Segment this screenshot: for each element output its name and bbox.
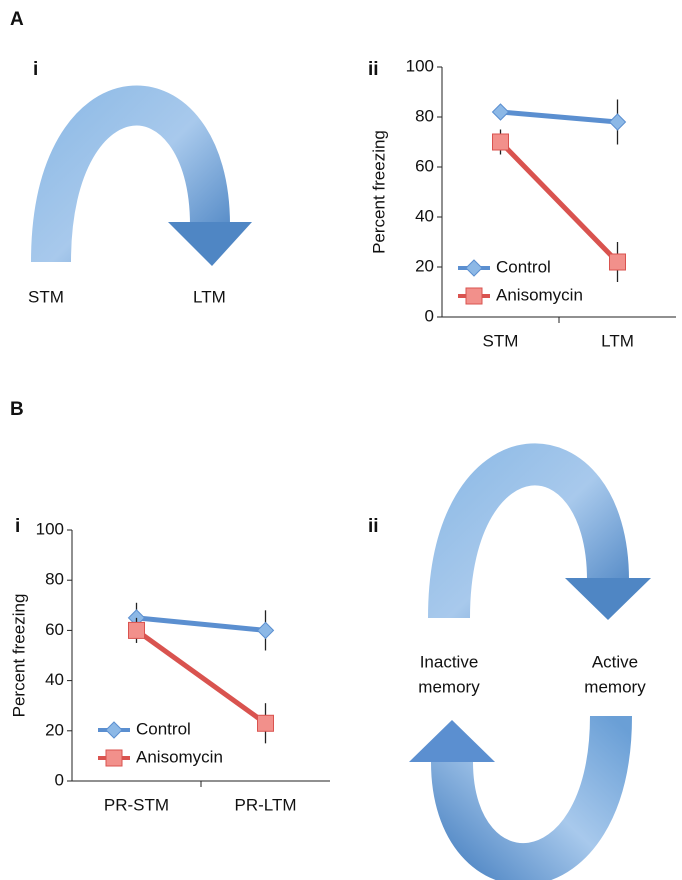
series-line <box>136 615 266 633</box>
series-line <box>498 140 620 264</box>
marker <box>608 113 627 131</box>
diagram-label: LTM <box>193 287 226 306</box>
diagram-label: Inactive <box>420 652 479 671</box>
arrow-body <box>431 715 632 880</box>
x-tick-label: PR-LTM <box>234 795 296 814</box>
diagram-label: Active <box>592 652 638 671</box>
legend-label: Anisomycin <box>136 747 223 766</box>
marker <box>257 714 274 732</box>
marker <box>256 621 275 640</box>
panel-label: B <box>10 399 24 420</box>
diagram-label: memory <box>418 677 480 696</box>
y-tick-label: 100 <box>36 519 64 538</box>
panel-label: i <box>33 59 38 80</box>
panel-label: ii <box>368 516 379 537</box>
x-tick-label: LTM <box>601 331 634 350</box>
y-tick-label: 0 <box>55 770 64 789</box>
y-tick-label: 20 <box>45 720 64 739</box>
marker <box>128 621 145 639</box>
y-axis-label: Percent freezing <box>9 594 28 718</box>
arrow-head <box>168 222 252 266</box>
arrow-head <box>565 578 651 620</box>
y-tick-label: 80 <box>415 106 434 125</box>
diagram-label: STM <box>28 287 64 306</box>
legend-marker <box>465 259 483 277</box>
y-tick-label: 100 <box>406 56 434 75</box>
arrow-body <box>31 85 230 263</box>
legend-label: Control <box>136 719 191 738</box>
panel-label: ii <box>368 59 379 80</box>
y-tick-label: 20 <box>415 256 434 275</box>
legend-marker <box>105 721 123 739</box>
marker <box>491 103 510 121</box>
y-tick-label: 40 <box>415 206 434 225</box>
series-line <box>500 109 618 125</box>
legend-marker <box>465 287 483 305</box>
panel-label: A <box>10 9 24 30</box>
y-tick-label: 80 <box>45 570 64 589</box>
arrow-body <box>428 443 629 619</box>
legend-label: Anisomycin <box>496 285 583 304</box>
x-tick-label: STM <box>483 331 519 350</box>
y-tick-label: 60 <box>45 620 64 639</box>
panel-label: i <box>15 516 20 537</box>
legend-label: Control <box>496 257 551 276</box>
series-line <box>135 628 267 726</box>
diagram-label: memory <box>584 677 646 696</box>
x-tick-label: PR-STM <box>104 795 169 814</box>
marker <box>492 133 509 151</box>
legend-marker <box>105 749 123 767</box>
y-tick-label: 0 <box>425 306 434 325</box>
y-tick-label: 40 <box>45 670 64 689</box>
y-tick-label: 60 <box>415 156 434 175</box>
y-axis-label: Percent freezing <box>369 130 388 254</box>
arrow-head <box>409 720 495 762</box>
marker <box>609 253 626 271</box>
